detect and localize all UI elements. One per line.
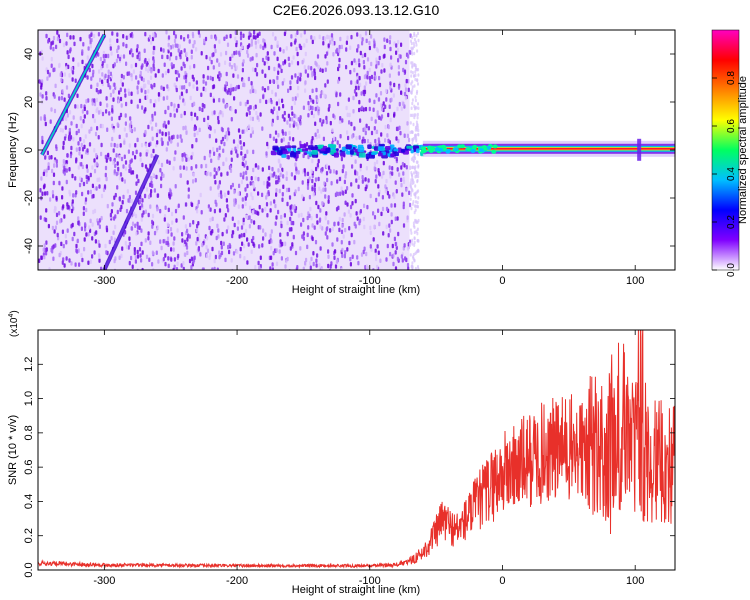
snr-x-tick-label: -300: [93, 575, 115, 587]
spectrogram-y-axis-label: Frequency (Hz): [7, 112, 19, 188]
snr-x-ticks: -300 -200 -100 0 100: [93, 330, 644, 587]
snr-line: [38, 330, 675, 569]
snr-x-tick-label: -200: [226, 575, 248, 587]
colorbar-tick-label: 0.4: [726, 167, 737, 181]
spectrogram-x-tick-label: -100: [359, 275, 381, 287]
spectrogram-y-tick-label: -40: [23, 238, 35, 254]
snr-y-tick-label: 0.0: [23, 562, 35, 577]
snr-y-axis-label: SNR (10 * v/v): [7, 415, 19, 485]
snr-y-tick-label: 1.2: [23, 357, 35, 372]
colorbar-ticks: 0.0 0.2 0.4 0.6 0.8: [712, 71, 737, 277]
snr-y-multiplier-exp: 4: [8, 314, 15, 318]
snr-y-tick-label: 1.0: [23, 391, 35, 406]
sweep-line-core: [41, 34, 106, 156]
spectrogram-y-tick-label: 0: [23, 147, 35, 153]
snr-x-tick-label: 100: [626, 575, 644, 587]
snr-panel: -300 -200 -100 0 100 0.0 0.2 0.4 0.6 0.8 1.0 1.2 H…: [7, 310, 676, 596]
spectrogram-y-ticks: -40 -20 0 20 40: [23, 48, 675, 254]
spectrogram-x-ticks: -300 -200 -100 0 100: [93, 30, 644, 287]
sweep-line-core: [103, 154, 159, 270]
figure-title: C2E6.2026.093.13.12.G10: [273, 2, 440, 18]
spectrogram-x-tick-label: 100: [626, 275, 644, 287]
snr-y-tick-label: 0.8: [23, 425, 35, 440]
snr-x-axis-label: Height of straight line (km): [292, 584, 420, 596]
colorbar-tick-label: 0.2: [726, 215, 737, 229]
snr-y-tick-label: 0.2: [23, 528, 35, 543]
spectrogram-heatmap: [38, 30, 675, 270]
colorbar-tick-label: 0.6: [726, 119, 737, 133]
spectrogram-x-tick-label: -300: [93, 275, 115, 287]
colorbar-tick-label: 0.0: [726, 263, 737, 277]
snr-x-tick-label: -100: [359, 575, 381, 587]
snr-y-tick-label: 0.6: [23, 459, 35, 474]
noise-speckle: [38, 30, 420, 270]
spectrogram-x-tick-label: 0: [499, 275, 505, 287]
signal-band: [270, 138, 675, 161]
spectrogram-y-tick-label: 40: [23, 48, 35, 60]
colorbar-tick-label: 0.8: [726, 71, 737, 85]
snr-x-tick-label: 0: [499, 575, 505, 587]
snr-y-tick-label: 0.4: [23, 494, 35, 509]
spectrogram-x-tick-label: -200: [226, 275, 248, 287]
spectrogram-x-axis-label: Height of straight line (km): [292, 284, 420, 296]
snr-frame: [37, 329, 676, 571]
colorbar-gradient: [711, 29, 740, 271]
colorbar-label: Normalized spectral amplitude: [737, 76, 749, 224]
spectrogram-y-tick-label: 20: [23, 96, 35, 108]
snr-y-multiplier-close: ): [9, 310, 20, 313]
snr-y-ticks: 0.0 0.2 0.4 0.6 0.8 1.0 1.2: [23, 357, 675, 578]
snr-y-multiplier: (x104): [8, 310, 20, 337]
spectrogram-y-tick-label: -20: [23, 190, 35, 206]
snr-y-multiplier-base: (x10: [9, 317, 20, 337]
colorbar: 0.0 0.2 0.4 0.6 0.8 Normalized spectral ampl…: [711, 29, 749, 277]
snr-series-line: [38, 330, 675, 569]
